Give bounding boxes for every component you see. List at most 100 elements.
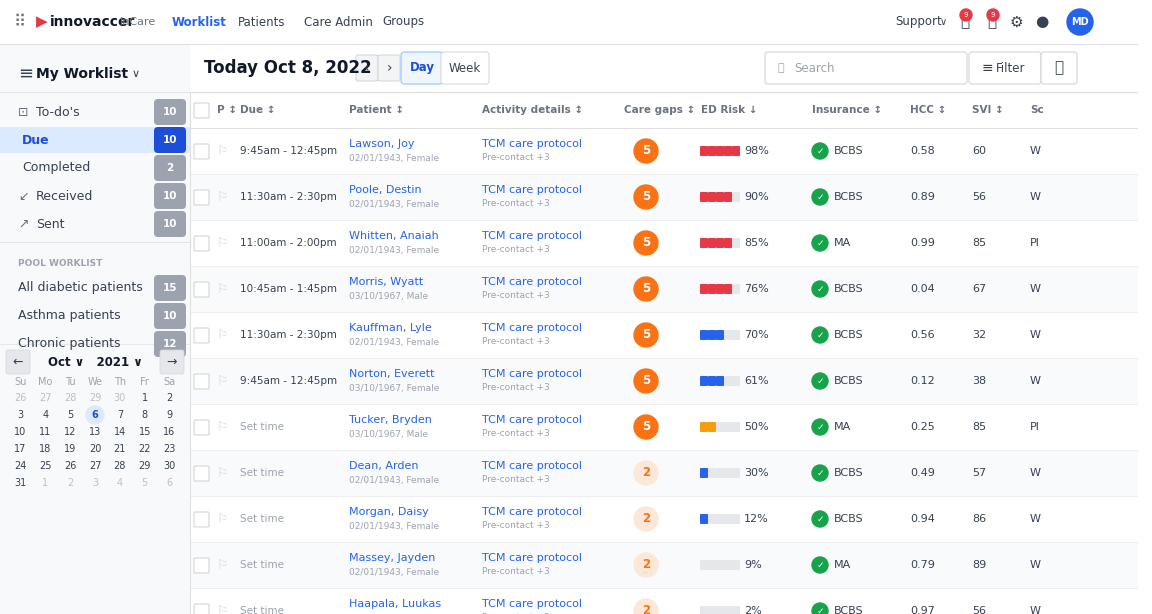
Circle shape [634,599,658,614]
Text: ⚐: ⚐ [217,559,228,572]
Circle shape [812,143,828,159]
FancyBboxPatch shape [732,468,740,478]
Text: 3: 3 [92,478,98,488]
Text: To-do's: To-do's [36,106,79,119]
FancyBboxPatch shape [717,422,723,432]
Text: Pre-contact +3: Pre-contact +3 [482,567,550,577]
Text: 18: 18 [39,444,52,454]
Text: ∨: ∨ [132,69,141,79]
Circle shape [812,235,828,251]
FancyBboxPatch shape [190,450,1152,496]
Text: Norton, Everett: Norton, Everett [349,369,434,379]
Text: 6: 6 [92,410,98,420]
FancyBboxPatch shape [708,330,717,340]
FancyBboxPatch shape [356,55,378,81]
Text: ⚐: ⚐ [217,282,228,295]
FancyBboxPatch shape [732,376,740,386]
Text: 30: 30 [164,461,176,471]
FancyBboxPatch shape [0,44,190,614]
Text: 2: 2 [642,467,650,480]
Text: Set time: Set time [240,468,285,478]
FancyBboxPatch shape [190,312,1152,358]
Text: P ↕: P ↕ [217,105,237,115]
FancyBboxPatch shape [441,52,488,84]
Text: ⚐: ⚐ [217,513,228,526]
FancyBboxPatch shape [700,514,708,524]
Text: 7: 7 [116,410,123,420]
Text: 26: 26 [65,461,76,471]
Text: 9:45am - 12:45pm: 9:45am - 12:45pm [240,376,338,386]
Text: BCBS: BCBS [834,514,864,524]
Circle shape [1067,9,1093,35]
Text: ≡: ≡ [18,65,33,83]
Text: 0.79: 0.79 [910,560,935,570]
Text: 02/01/1943, Female: 02/01/1943, Female [349,200,439,209]
Text: TCM care protocol: TCM care protocol [482,599,582,609]
FancyBboxPatch shape [700,330,708,340]
Text: 14: 14 [114,427,126,437]
Text: MA: MA [834,422,851,432]
Text: 2: 2 [642,559,650,572]
Text: 0.97: 0.97 [910,606,935,614]
Circle shape [634,369,658,393]
Text: 11:30am - 2:30pm: 11:30am - 2:30pm [240,192,336,202]
Text: ✓: ✓ [817,468,824,478]
Text: 29: 29 [89,393,101,403]
FancyBboxPatch shape [708,238,717,248]
Circle shape [987,9,999,21]
Text: W: W [1030,146,1041,156]
Text: BCBS: BCBS [834,146,864,156]
FancyBboxPatch shape [194,236,209,251]
FancyBboxPatch shape [1138,44,1152,614]
Text: My Worklist: My Worklist [36,67,128,81]
Text: Haapala, Luukas: Haapala, Luukas [349,599,441,609]
Circle shape [812,189,828,205]
Text: 10: 10 [14,427,26,437]
Text: Week: Week [449,61,482,74]
Text: Kauffman, Lyle: Kauffman, Lyle [349,323,432,333]
Text: 2: 2 [166,163,174,173]
Text: 9:45am - 12:45pm: 9:45am - 12:45pm [240,146,338,156]
FancyBboxPatch shape [732,192,740,202]
Text: 03/10/1967, Male: 03/10/1967, Male [349,292,429,300]
Text: 27: 27 [39,393,52,403]
Text: W: W [1030,468,1041,478]
FancyBboxPatch shape [732,330,740,340]
Text: TCM care protocol: TCM care protocol [482,553,582,563]
Text: 70%: 70% [744,330,768,340]
Text: 98%: 98% [744,146,768,156]
Text: W: W [1030,284,1041,294]
FancyBboxPatch shape [732,238,740,248]
FancyBboxPatch shape [700,376,708,386]
Text: Lawson, Joy: Lawson, Joy [349,139,415,149]
FancyBboxPatch shape [969,52,1041,84]
Text: All diabetic patients: All diabetic patients [18,281,143,295]
Text: 9: 9 [167,410,173,420]
FancyBboxPatch shape [190,588,1152,614]
FancyBboxPatch shape [194,420,209,435]
Text: Activity details ↕: Activity details ↕ [482,105,583,115]
FancyBboxPatch shape [160,350,184,374]
Text: Due ↕: Due ↕ [240,105,275,115]
Circle shape [634,553,658,577]
Text: 17: 17 [14,444,26,454]
Text: Asthma patients: Asthma patients [18,309,121,322]
Text: 23: 23 [164,444,176,454]
FancyBboxPatch shape [717,376,723,386]
FancyBboxPatch shape [190,266,1152,312]
Text: 9%: 9% [744,560,761,570]
Text: 38: 38 [972,376,986,386]
Text: Morgan, Daisy: Morgan, Daisy [349,507,429,517]
FancyBboxPatch shape [700,422,708,432]
FancyBboxPatch shape [708,376,717,386]
Text: ‹: ‹ [364,61,370,75]
FancyBboxPatch shape [194,144,209,159]
Text: 03/10/1967, Female: 03/10/1967, Female [349,384,439,392]
Text: 22: 22 [138,444,151,454]
Text: ←: ← [13,356,23,368]
FancyBboxPatch shape [194,604,209,614]
Text: We: We [88,377,103,387]
FancyBboxPatch shape [700,146,708,156]
Text: 10: 10 [162,311,177,321]
Text: TCM care protocol: TCM care protocol [482,507,582,517]
